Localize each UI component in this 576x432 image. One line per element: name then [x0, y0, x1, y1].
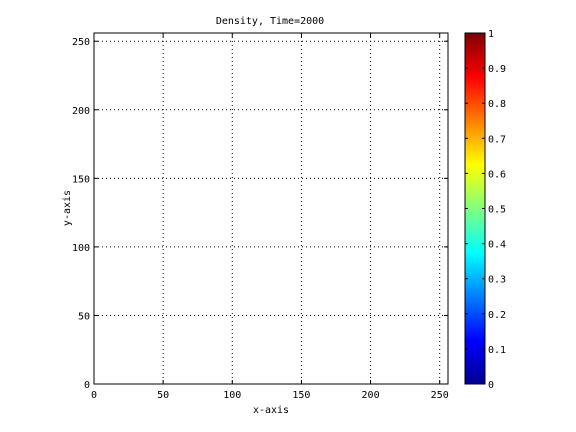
y-tick-label: 100 [72, 243, 90, 254]
y-axis-label: y-axis [62, 190, 73, 226]
y-tick-label: 200 [72, 106, 90, 117]
y-tick-label: 0 [84, 380, 90, 391]
x-tick-label: 50 [157, 390, 169, 401]
chart-title: Density, Time=2000 [216, 16, 324, 27]
plot-area [94, 33, 448, 384]
x-tick-label: 100 [223, 390, 241, 401]
y-tick-label: 150 [72, 174, 90, 185]
colorbar-tick-label: 0.5 [488, 205, 506, 216]
x-tick-label: 200 [362, 390, 380, 401]
colorbar-tick-label: 0.7 [488, 134, 506, 145]
y-tick-label: 250 [72, 37, 90, 48]
colorbar-tick-label: 0.6 [488, 169, 506, 180]
y-axis-ticks: 0 50 100 150 200 250 [72, 37, 448, 391]
colorbar-tick-label: 0.4 [488, 240, 506, 251]
colorbar-tick-label: 0 [488, 380, 494, 391]
colorbar-tick-label: 0.8 [488, 99, 506, 110]
colorbar-tick-label: 0.2 [488, 310, 506, 321]
colorbar-tick-label: 0.1 [488, 345, 506, 356]
colorbar-ticks: 0 0.1 0.2 0.3 0.4 0.5 0.6 0.7 0.8 0.9 1 [465, 29, 506, 391]
y-tick-label: 50 [78, 311, 90, 322]
colorbar-tick-label: 1 [488, 29, 494, 40]
colorbar-tick-label: 0.9 [488, 64, 506, 75]
colorbar-tick-label: 0.3 [488, 275, 506, 286]
x-tick-label: 250 [431, 390, 449, 401]
x-tick-label: 0 [91, 390, 97, 401]
plot-frame [93, 32, 449, 385]
x-tick-label: 150 [292, 390, 310, 401]
x-axis-label: x-axis [253, 405, 289, 416]
